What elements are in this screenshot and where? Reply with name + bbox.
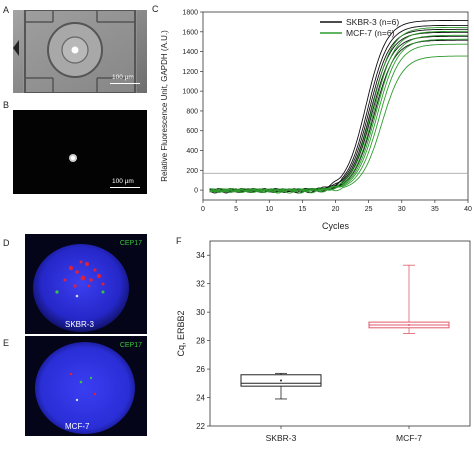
scale-bar-label: 100 µm xyxy=(112,178,134,185)
x-tick-label: 15 xyxy=(298,206,306,213)
panel-label-f: F xyxy=(176,236,182,246)
x-tick-label: 30 xyxy=(398,206,406,213)
y-axis-label: Relative Fluorescence Unit, GAPDH (A.U.) xyxy=(160,30,169,182)
scale-bar-label: 100 µm xyxy=(112,74,134,81)
panel-label-b: B xyxy=(3,100,10,110)
x-tick-label: 0 xyxy=(201,206,205,213)
scale-bar-line xyxy=(110,187,140,189)
amplification-curve xyxy=(209,24,468,194)
y-axis-label: Cq, ERBB2 xyxy=(176,310,186,356)
amplification-chart: 0 200 400 600 800 1000 1200 1400 1600 1800 0 5 10 15 2… xyxy=(160,10,472,232)
mean-marker xyxy=(408,323,410,326)
x-tick-label: 5 xyxy=(234,206,238,213)
x-tick-label: 25 xyxy=(365,206,373,213)
y-tick-label: 1200 xyxy=(182,69,198,76)
nucleus-image xyxy=(25,336,147,436)
y-tick-label: 28 xyxy=(196,337,205,346)
box xyxy=(240,374,322,387)
y-tick-label: 1800 xyxy=(182,10,198,17)
amplification-curve xyxy=(209,31,468,193)
x-axis-label: Cycles xyxy=(322,221,350,231)
amplification-curve xyxy=(209,43,468,194)
x-tick-label: MCF-7 xyxy=(396,433,422,443)
y-tick-label: 400 xyxy=(186,148,198,155)
fish-image-mcf7: CEP17 MCF-7 xyxy=(25,336,147,436)
amplification-curve xyxy=(209,30,468,193)
panel-label-a: A xyxy=(3,5,10,15)
panel-label-d: D xyxy=(3,238,10,248)
x-tick-label: SKBR-3 xyxy=(266,433,297,443)
y-tick-label: 34 xyxy=(196,251,205,260)
amplification-curve xyxy=(209,38,468,194)
plot-frame xyxy=(209,240,471,427)
y-tick-label: 24 xyxy=(196,394,205,403)
y-tick-label: 30 xyxy=(196,308,205,317)
amplification-curve xyxy=(209,19,468,194)
probe-label: CEP17 xyxy=(119,240,142,247)
y-tick-label: 800 xyxy=(186,108,198,115)
y-tick-label: 26 xyxy=(196,365,205,374)
cell-line-label: MCF-7 xyxy=(65,422,90,431)
amplification-curve xyxy=(209,35,468,194)
x-tick-label: 10 xyxy=(265,206,273,213)
y-tick-label: 32 xyxy=(196,280,205,289)
amplification-curve xyxy=(209,26,468,193)
amplification-curve xyxy=(209,55,468,194)
y-tick-label: 0 xyxy=(194,188,198,195)
micrograph-fluorescence: 100 µm xyxy=(13,110,147,194)
fluorescent-cell-image xyxy=(13,110,147,194)
amplification-curve xyxy=(209,39,468,194)
micrograph-brightfield: 100 µm xyxy=(13,10,147,93)
y-tick-label: 200 xyxy=(186,168,198,175)
fish-image-skbr3: CEP17 SKBR-3 xyxy=(25,234,147,334)
mean-marker xyxy=(280,379,282,382)
legend-entry: SKBR-3 (n=6) xyxy=(346,17,399,27)
cell-line-label: SKBR-3 xyxy=(65,320,94,329)
panel-label-c: C xyxy=(152,4,159,14)
nucleus-image xyxy=(25,234,147,334)
panel-label-e: E xyxy=(3,338,10,348)
microfluidic-chamber-image xyxy=(13,10,147,93)
scale-bar-line xyxy=(110,83,140,85)
x-tick-label: 40 xyxy=(464,206,472,213)
x-tick-label: 35 xyxy=(431,206,439,213)
y-tick-label: 1000 xyxy=(182,89,198,96)
legend-entry: MCF-7 (n=6) xyxy=(346,28,395,38)
probe-label: CEP17 xyxy=(119,342,142,349)
y-tick-label: 22 xyxy=(196,422,205,431)
y-tick-label: 1600 xyxy=(182,29,198,36)
y-tick-label: 1400 xyxy=(182,49,198,56)
x-tick-label: 20 xyxy=(332,206,340,213)
erbb2-boxplot: 22 24 26 28 30 32 34 Cq, ERBB2 SKBR-3 MCF-7 xyxy=(176,240,471,443)
amplification-curve xyxy=(209,28,468,193)
y-tick-label: 600 xyxy=(186,128,198,135)
amplification-curve xyxy=(209,34,468,194)
